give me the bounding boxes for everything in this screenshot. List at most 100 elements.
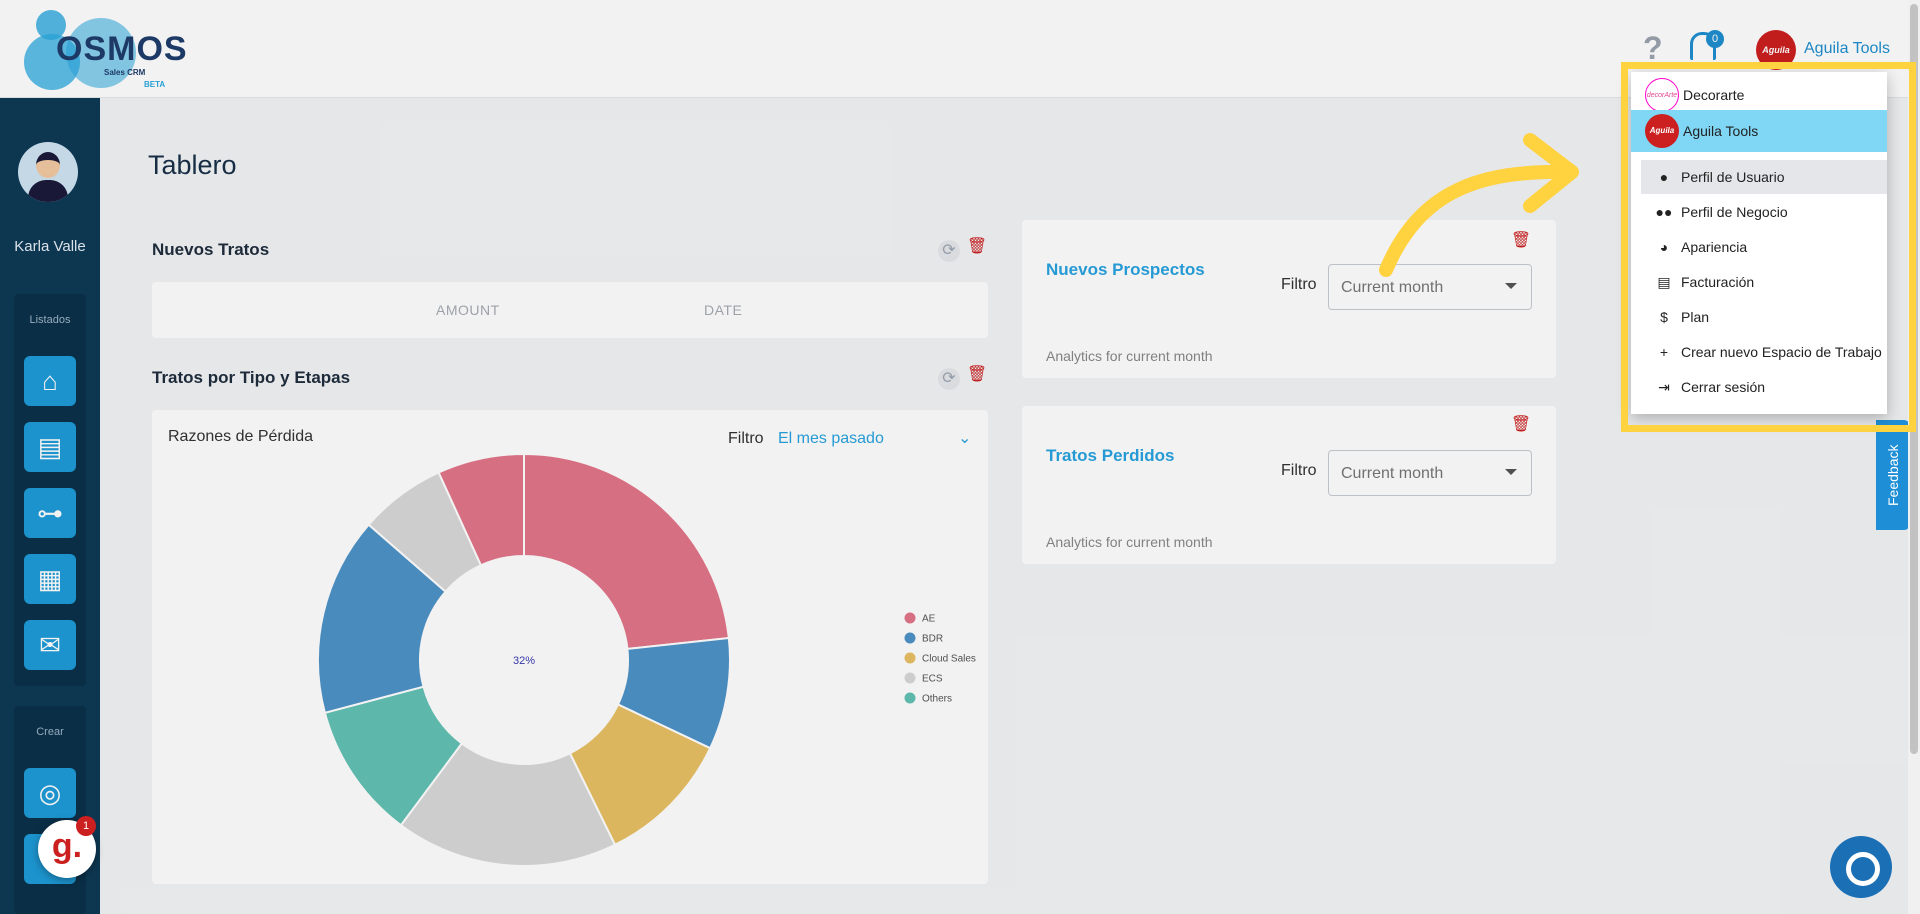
legend-swatch[interactable] [904, 692, 916, 704]
contacts-icon: ▤ [37, 431, 63, 462]
scrollbar-thumb[interactable] [1910, 4, 1918, 754]
period-filter-select[interactable]: El mes pasado ⌄ [778, 430, 978, 448]
analytics-caption: Analytics for current month [1046, 348, 1213, 364]
logo-bubble [66, 18, 136, 88]
legend-label[interactable]: ECS [922, 674, 943, 685]
menu-item-label: Perfil de Usuario [1681, 169, 1785, 185]
period-filter-value: El mes pasado [778, 430, 884, 447]
refresh-icon[interactable]: ⟳ [938, 368, 960, 390]
sidebar-section-label: Crear [36, 726, 64, 738]
donut-center-label: 32% [513, 655, 535, 667]
menu-item-billing[interactable]: ▤ Facturación [1641, 265, 1887, 299]
logo-beta: BETA [144, 80, 166, 89]
legend-swatch[interactable] [904, 632, 916, 644]
workspace-item-decorarte[interactable]: decorArte Decorarte [1631, 74, 1887, 116]
tratos-tipo-title: Tratos por Tipo y Etapas [152, 368, 351, 387]
filter-label: Filtro [1281, 276, 1317, 293]
palette-icon: ◕ [1659, 239, 1669, 255]
gist-notification-badge: 1 [76, 816, 96, 836]
menu-item-label: Cerrar sesión [1681, 379, 1766, 395]
sidebar-item-contacts[interactable]: ▤ [24, 422, 76, 472]
delete-icon[interactable]: 🗑 [1510, 416, 1532, 433]
target-icon: ◎ [38, 777, 62, 808]
menu-item-business-profile[interactable]: ●● Perfil de Negocio [1641, 195, 1887, 229]
loss-reasons-donut-chart: 32% AE BDR Cloud Sales ECS Others [317, 452, 976, 867]
workspace-user-dropdown: decorArte Decorarte Aguila Aguila Tools … [1631, 72, 1887, 414]
sidebar-item-home[interactable]: ⌂ [24, 356, 76, 406]
invoice-icon: ▤ [1657, 273, 1671, 290]
sidebar-item-mail[interactable]: ✉ [24, 620, 76, 670]
filter-label: Filtro [728, 430, 764, 447]
workspace-name: Decorarte [1683, 87, 1745, 103]
workspace-avatar[interactable]: Aguila [1756, 30, 1796, 70]
workspace-name: Aguila Tools [1683, 123, 1759, 139]
workspace-name-menu[interactable]: Aguila Tools [1804, 40, 1890, 57]
pie-slice-ae[interactable] [437, 452, 525, 567]
org-chart-icon: ⊶ [37, 497, 63, 528]
nuevos-tratos-table: AMOUNT DATE [152, 282, 988, 338]
users-icon: ●● [1655, 204, 1673, 220]
nuevos-tratos-title: Nuevos Tratos [152, 240, 270, 259]
avatar-body [28, 180, 68, 202]
filter-label: Filtro [1281, 462, 1317, 479]
menu-item-logout[interactable]: ⇥ Cerrar sesión [1641, 370, 1887, 404]
period-select[interactable]: Current month [1328, 264, 1532, 310]
sidebar-item-create-target[interactable]: ◎ [24, 768, 76, 818]
column-header-date[interactable]: DATE [704, 302, 743, 318]
legend-label[interactable]: AE [922, 614, 936, 625]
menu-item-label: Plan [1681, 309, 1710, 325]
feedback-tab[interactable]: Feedback [1876, 420, 1910, 530]
chat-launcher-icon[interactable] [1830, 836, 1892, 898]
legend-swatch[interactable] [904, 652, 916, 664]
pie-slice-bdr[interactable] [317, 523, 448, 715]
top-header: OSMOS Sales CRM BETA ? 0 Aguila Aguila T… [0, 0, 1920, 98]
notification-count-badge: 0 [1706, 30, 1724, 48]
sidebar-section-label: Listados [29, 314, 71, 326]
column-header-amount[interactable]: AMOUNT [436, 302, 500, 318]
tratos-perdidos-card: Tratos Perdidos 🗑 Filtro Current month A… [1022, 406, 1556, 564]
legend-label[interactable]: Cloud Sales [922, 654, 976, 665]
avatar[interactable] [18, 142, 78, 202]
page-scrollbar[interactable] [1908, 0, 1920, 914]
logout-icon: ⇥ [1658, 378, 1670, 395]
menu-item-appearance[interactable]: ◕ Apariencia [1641, 230, 1887, 264]
plus-icon: + [1659, 344, 1669, 360]
delete-icon[interactable]: 🗑 [1510, 232, 1532, 249]
menu-item-user-profile[interactable]: ● Perfil de Usuario [1641, 160, 1887, 194]
gist-launcher-icon[interactable]: g. [38, 820, 96, 878]
pie-slice-ecs[interactable] [399, 741, 617, 867]
mail-icon: ✉ [39, 629, 61, 660]
sidebar-user-name: Karla Valle [14, 238, 86, 255]
period-select[interactable]: Current month [1328, 450, 1532, 496]
page-title: Tablero [148, 150, 237, 180]
aguila-tools-logo: Aguila [1645, 114, 1679, 148]
help-icon[interactable]: ? [1643, 30, 1663, 66]
tratos-tipo-card: Razones de Pérdida Filtro El mes pasado … [152, 410, 988, 884]
refresh-icon[interactable]: ⟳ [938, 240, 960, 262]
nuevos-prospectos-title: Nuevos Prospectos [1046, 260, 1205, 279]
caret-down-icon [1505, 469, 1517, 475]
menu-item-new-workspace[interactable]: + Crear nuevo Espacio de Trabajo [1641, 335, 1887, 369]
sidebar-section-listados: Listados ⌂ ▤ ⊶ ▦ ✉ [14, 294, 86, 686]
pie-slice-ae[interactable] [523, 452, 730, 651]
workspace-item-aguila-tools[interactable]: Aguila Aguila Tools [1631, 110, 1887, 152]
menu-item-label: Facturación [1681, 274, 1755, 290]
legend-swatch[interactable] [904, 672, 916, 684]
menu-item-label: Perfil de Negocio [1681, 204, 1788, 220]
nuevos-prospectos-card: Nuevos Prospectos 🗑 Filtro Current month… [1022, 220, 1556, 378]
decorarte-logo: decorArte [1645, 78, 1679, 112]
delete-icon[interactable]: 🗑 [966, 238, 988, 255]
menu-item-label: Crear nuevo Espacio de Trabajo [1681, 344, 1882, 360]
sidebar-item-organization[interactable]: ⊶ [24, 488, 76, 538]
delete-icon[interactable]: 🗑 [966, 366, 988, 383]
legend-label[interactable]: Others [922, 694, 952, 705]
menu-item-plan[interactable]: $ Plan [1641, 300, 1887, 334]
dashboard-icon: ▦ [37, 563, 63, 594]
home-icon: ⌂ [42, 365, 58, 396]
sidebar-item-dashboard[interactable]: ▦ [24, 554, 76, 604]
logo-wordmark: OSMOS [56, 30, 188, 68]
legend-label[interactable]: BDR [922, 634, 943, 645]
legend-swatch[interactable] [904, 612, 916, 624]
osmos-logo[interactable]: OSMOS Sales CRM BETA [22, 8, 187, 90]
sidebar-section-crear: Crear ◎ ✔ [14, 706, 86, 914]
